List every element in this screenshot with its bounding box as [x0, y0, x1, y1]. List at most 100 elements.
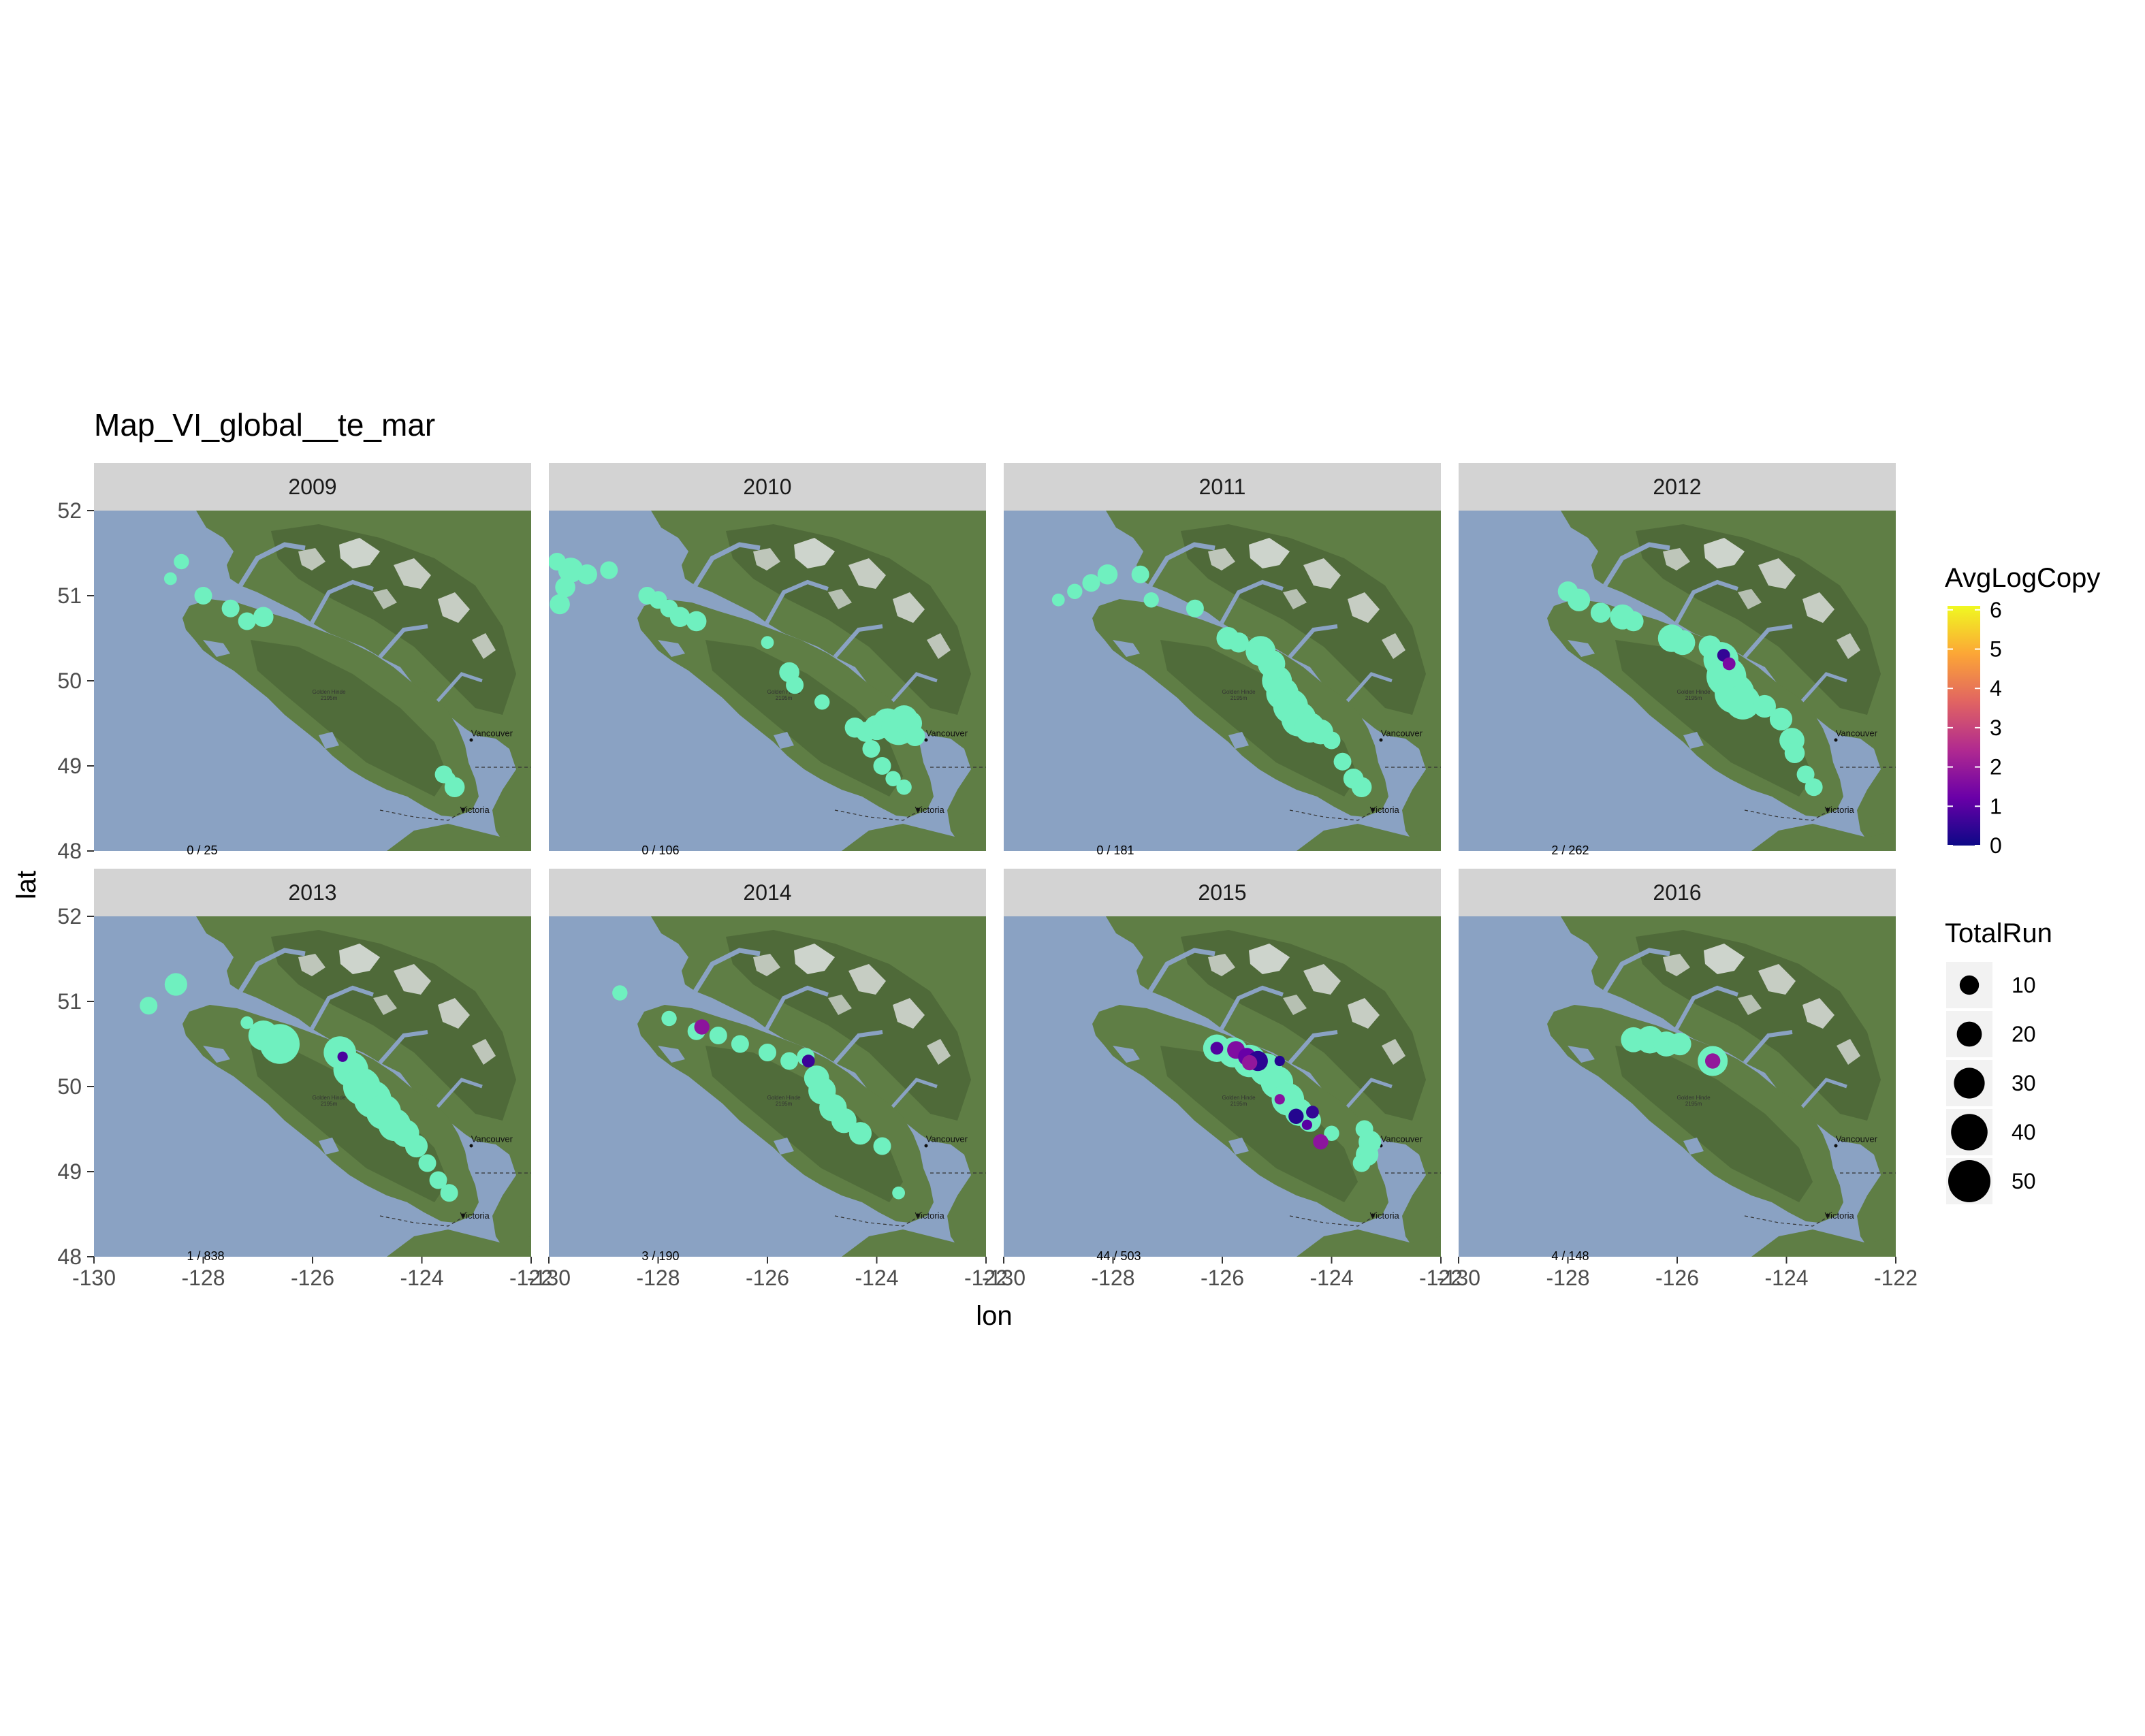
data-point	[1306, 1106, 1319, 1119]
y-tick-label: 49	[57, 1159, 82, 1184]
count-label: 4 / 148	[1551, 1249, 1589, 1263]
points-layer	[163, 553, 465, 798]
facet-strip	[549, 463, 986, 511]
facet-strip	[1004, 869, 1441, 916]
data-point	[174, 553, 189, 570]
size-legend-label: 10	[2012, 973, 2036, 997]
data-point	[444, 777, 465, 798]
data-point	[600, 561, 618, 579]
data-point	[896, 779, 912, 795]
data-point	[1241, 1055, 1258, 1071]
x-tick-label: -126	[1201, 1266, 1244, 1290]
x-tick-label: -128	[181, 1266, 225, 1290]
park-label: Golden Hinde	[1222, 1095, 1256, 1101]
color-legend-title: AvgLogCopy	[1945, 563, 2100, 593]
city-label-victoria: Victoria	[915, 805, 945, 815]
facet-strip-label: 2012	[1653, 475, 1701, 499]
data-point	[814, 694, 830, 710]
data-point	[1143, 592, 1159, 608]
data-point	[238, 612, 256, 630]
data-point	[873, 757, 891, 775]
y-tick-label: 52	[57, 904, 82, 929]
data-point	[555, 577, 575, 598]
data-point	[558, 558, 584, 583]
data-point	[1322, 731, 1341, 750]
y-tick-label: 50	[57, 1074, 82, 1099]
size-legend: TotalRun 10 20 30 40 50	[1945, 918, 2052, 1204]
data-point	[759, 1044, 776, 1061]
x-tick-label: -122	[964, 1266, 1008, 1290]
facet-strip	[94, 869, 531, 916]
city-label-victoria: Victoria	[1825, 1210, 1855, 1221]
y-tick-label: 48	[57, 1244, 82, 1269]
facet-strip-label: 2011	[1199, 475, 1246, 499]
data-point	[1131, 565, 1149, 583]
data-point	[429, 1171, 447, 1189]
basemap-image	[1004, 916, 1441, 1257]
city-label-vancouver: Vancouver	[1836, 1134, 1878, 1144]
y-tick-label: 51	[57, 583, 82, 608]
data-point	[1082, 574, 1100, 592]
data-point	[1210, 1042, 1224, 1055]
data-point	[577, 564, 597, 585]
data-point	[1333, 752, 1352, 771]
data-point	[786, 676, 804, 694]
park-elevation-label: 2195m	[321, 695, 338, 701]
data-point	[862, 740, 880, 758]
data-point	[163, 572, 177, 585]
facet-strip-label: 2010	[743, 475, 791, 499]
city-label-victoria: Victoria	[915, 1210, 945, 1221]
points-layer	[140, 973, 458, 1202]
data-point	[1228, 632, 1249, 653]
data-point	[831, 1108, 857, 1134]
data-point	[418, 1154, 436, 1172]
data-point	[259, 1024, 300, 1064]
data-point	[337, 1051, 348, 1062]
count-label: 0 / 106	[641, 843, 679, 857]
data-point	[253, 607, 274, 628]
count-label: 2 / 262	[1551, 843, 1589, 857]
data-point	[1324, 1125, 1339, 1141]
data-point	[1186, 599, 1204, 617]
data-point	[709, 1027, 727, 1044]
y-tick-label: 51	[57, 989, 82, 1014]
points-layer	[1557, 581, 1823, 797]
city-label-vancouver: Vancouver	[1381, 1134, 1423, 1144]
facet-strip-label: 2013	[288, 880, 336, 905]
facet-strip-label: 2015	[1198, 880, 1246, 905]
city-label-vancouver: Vancouver	[1836, 728, 1878, 738]
data-point	[780, 1052, 799, 1070]
size-legend-label: 20	[2012, 1022, 2036, 1046]
x-tick-label: -130	[1437, 1266, 1480, 1290]
data-point	[1567, 588, 1591, 611]
park-label: Golden Hinde	[1222, 689, 1256, 695]
color-legend: AvgLogCopy 0 1 2 3 4 5 6	[1945, 563, 2100, 858]
y-tick-label: 52	[57, 498, 82, 523]
data-point	[661, 1010, 677, 1027]
city-label-victoria: Victoria	[1370, 805, 1400, 815]
data-point	[1274, 1055, 1285, 1067]
city-label-victoria: Victoria	[1370, 1210, 1400, 1221]
data-point	[1590, 602, 1611, 623]
points-layer	[612, 985, 905, 1200]
data-point	[1623, 611, 1644, 632]
data-point	[1805, 778, 1823, 797]
size-legend-label: 50	[2012, 1169, 2036, 1193]
data-point	[1725, 684, 1760, 720]
colorbar-tick-label: 2	[1990, 755, 2002, 779]
park-elevation-label: 2195m	[1685, 695, 1702, 701]
data-point	[1313, 1134, 1329, 1150]
data-point	[669, 607, 690, 628]
city-label-vancouver: Vancouver	[1381, 728, 1423, 738]
data-point	[694, 1019, 710, 1035]
x-tick-label: -128	[1546, 1266, 1589, 1290]
data-point	[1097, 564, 1118, 585]
data-point	[1301, 1119, 1312, 1130]
count-label: 3 / 190	[641, 1249, 679, 1263]
x-tick-label: -126	[291, 1266, 334, 1290]
points-layer	[1203, 1034, 1382, 1172]
colorbar-tick-label: 0	[1990, 833, 2002, 858]
